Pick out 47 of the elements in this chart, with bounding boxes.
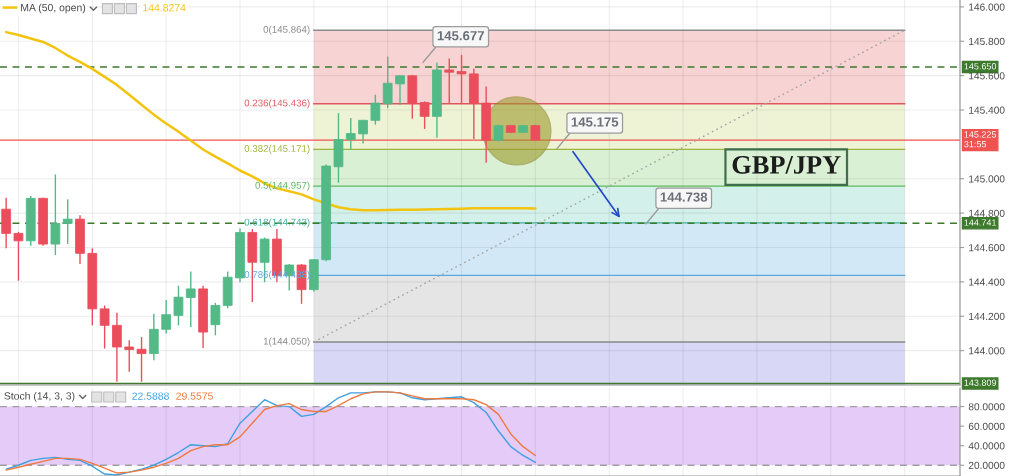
annotation: 144.8274 [143,4,186,12]
annotation: 145.677 [437,30,484,41]
ref-line-label: 0(145.864) [263,25,310,35]
candlestick [185,270,196,328]
candlestick [124,339,135,373]
candlestick [210,302,221,337]
candlestick [136,336,147,383]
y-tick-label: 144.000 [969,347,1005,355]
y-tick-label: 20.0000 [968,461,1005,470]
y-tick-label: 144.400 [969,278,1005,286]
y-tick-label: 144.800 [969,209,1005,217]
candlestick [161,299,171,335]
annotation: 22.5888 [132,392,169,400]
ref-line-label: 0.618(144.743) [244,218,310,228]
candlestick [370,94,381,126]
candlestick [13,231,24,282]
annotation: 144.738 [660,192,708,202]
candlestick [395,74,405,106]
ref-line-label: 145.650 [964,63,997,70]
ref-line-label: 145.225 31:55 [964,131,997,148]
y-tick-label: 144.600 [969,244,1005,252]
chart-title: Stoch (14, 3, 3) [4,391,75,402]
ref-line-label: 1(144.050) [263,337,310,347]
ref-line-label: 143.809 [964,379,997,386]
text: GBP/JPY [732,155,841,174]
ref-line-label: 0.236(145.436) [244,99,310,109]
legend-label: MA (50, open) [21,3,86,14]
y-tick-label: 145.800 [969,37,1005,46]
y-tick-label: 145.400 [969,106,1005,114]
y-tick-label: 145.600 [969,72,1005,80]
ref-line-label: 144.741 [964,219,997,226]
candlestick [173,284,184,327]
annotation: 29.5575 [176,392,213,400]
y-tick-label: 80.0000 [968,403,1005,411]
candlestick [62,198,73,245]
y-tick-label: 40.0000 [968,442,1005,450]
candlestick [345,117,356,151]
annotation: 145.175 [571,117,619,127]
candlestick [50,173,61,256]
ref-line-label: 0.382(145.171) [244,144,310,154]
y-tick-label: 146.000 [969,3,1005,11]
candlestick [99,304,110,350]
y-tick-label: 145.000 [969,175,1005,183]
y-tick-label: 60.0000 [968,422,1005,430]
y-tick-label: 144.200 [969,312,1005,321]
candlestick [382,55,393,109]
candlestick [112,312,122,383]
